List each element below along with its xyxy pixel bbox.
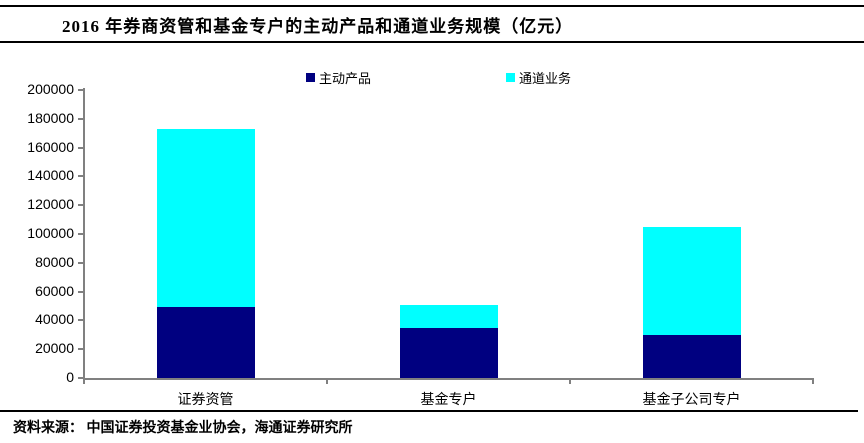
y-axis-tick	[78, 175, 84, 178]
y-axis-label: 160000	[27, 138, 74, 155]
y-axis-tick	[78, 89, 84, 91]
footer-rule	[0, 410, 858, 412]
y-axis-label: 0	[66, 369, 74, 385]
bar-segment	[642, 226, 741, 335]
x-axis-tick	[326, 378, 328, 384]
x-axis-line	[84, 378, 813, 380]
y-axis-tick	[78, 290, 84, 293]
y-axis-tick	[78, 204, 84, 207]
bar-segment	[156, 307, 255, 378]
y-axis-label: 180000	[27, 109, 74, 126]
x-axis-tick	[812, 378, 814, 384]
y-axis-tick	[78, 319, 84, 322]
y-axis-tick	[78, 146, 84, 149]
bar-segment	[642, 334, 741, 378]
x-axis-tick	[83, 378, 85, 384]
category-label: 基金专户	[420, 393, 477, 408]
legend-swatch-icon	[506, 72, 515, 82]
title-top-rule	[0, 5, 864, 7]
y-axis-label: 200000	[27, 81, 74, 97]
source-note: 资料来源： 中国证券投资基金业协会，海通证券研究所	[13, 421, 353, 436]
y-axis-label: 60000	[35, 282, 74, 299]
title-bottom-rule	[0, 41, 864, 43]
legend-label: 主动产品	[319, 70, 372, 86]
legend: 主动产品 通道业务	[0, 69, 864, 86]
x-axis-tick	[569, 378, 571, 384]
y-axis-label: 40000	[35, 311, 74, 328]
y-axis-tick	[78, 117, 84, 120]
category-label: 证券资管	[177, 393, 234, 408]
y-axis-label: 120000	[27, 196, 74, 213]
y-axis-label: 100000	[27, 225, 74, 241]
y-axis-label: 80000	[35, 253, 74, 270]
legend-item: 主动产品	[306, 69, 372, 86]
legend-swatch-icon	[306, 72, 315, 82]
legend-item: 通道业务	[506, 69, 572, 86]
bar-segment	[156, 128, 255, 308]
bar-segment	[399, 304, 498, 328]
category-label: 基金子公司专户	[642, 393, 741, 408]
y-axis-tick	[78, 261, 84, 264]
y-axis-label: 140000	[27, 167, 74, 184]
y-axis-line	[83, 88, 85, 380]
chart-title: 2016 年券商资管和基金专户的主动产品和通道业务规模（亿元）	[62, 17, 574, 36]
legend-label: 通道业务	[519, 70, 572, 86]
y-axis-tick	[78, 233, 84, 235]
y-axis-tick	[78, 377, 84, 379]
y-axis-label: 20000	[35, 340, 74, 357]
bar-segment	[399, 327, 498, 378]
y-axis-tick	[78, 348, 84, 351]
